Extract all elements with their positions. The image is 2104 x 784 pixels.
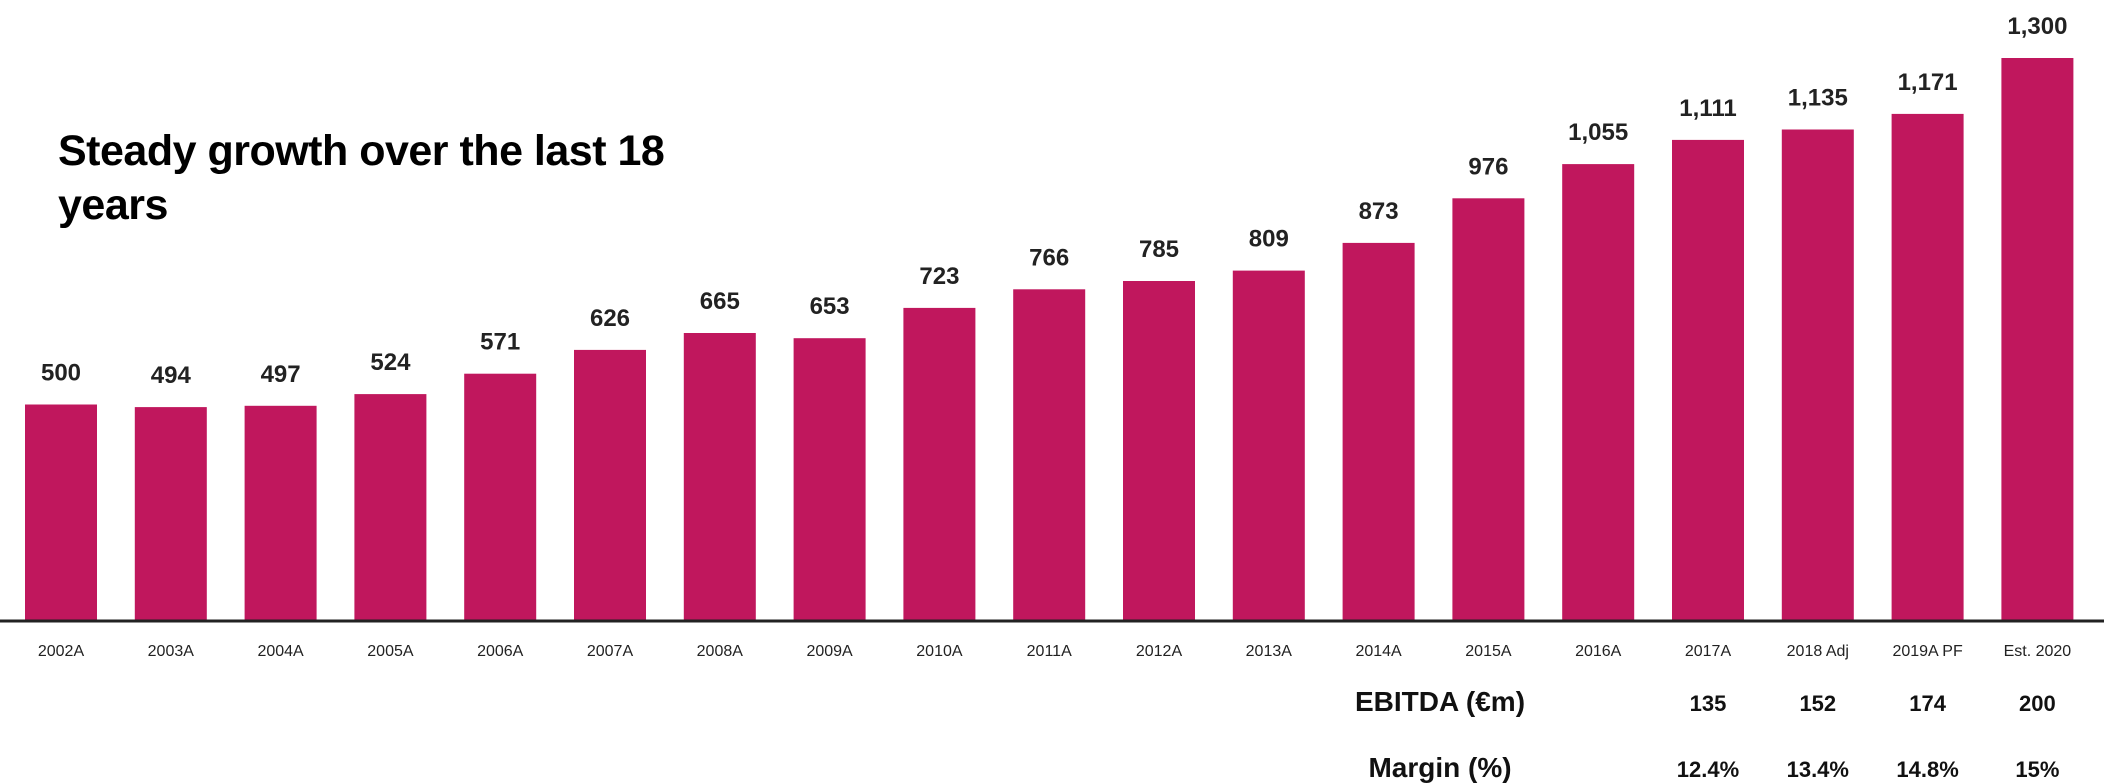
table-cell: 13.4% bbox=[1787, 757, 1849, 782]
metrics-table: EBITDA (€m) 135 152 174 200 Margin (%) 12.4% 13… bbox=[1355, 686, 2059, 783]
value-label: 785 bbox=[1139, 236, 1179, 263]
value-label: 809 bbox=[1249, 226, 1289, 253]
table-cell: 12.4% bbox=[1677, 757, 1739, 782]
category-label: 2002A bbox=[38, 643, 85, 660]
table-cell: 174 bbox=[1909, 691, 1946, 716]
category-label: 2003A bbox=[148, 643, 195, 660]
value-label: 766 bbox=[1029, 244, 1069, 271]
category-label: 2012A bbox=[1136, 643, 1183, 660]
bar-2002a bbox=[25, 404, 97, 621]
table-cell: 15% bbox=[2015, 757, 2059, 782]
value-label: 873 bbox=[1359, 198, 1399, 225]
bar-2012a bbox=[1123, 281, 1195, 621]
bar-2007a bbox=[574, 349, 646, 621]
value-label: 626 bbox=[590, 305, 630, 332]
table-cell: 135 bbox=[1690, 691, 1727, 716]
value-label: 665 bbox=[700, 288, 740, 315]
value-label: 723 bbox=[919, 263, 959, 290]
value-label: 976 bbox=[1468, 153, 1508, 180]
bar-2006a bbox=[464, 373, 537, 621]
category-label: Est. 2020 bbox=[2004, 643, 2072, 660]
bar-2003a bbox=[134, 407, 207, 621]
value-label: 653 bbox=[810, 293, 850, 320]
category-label: 2019A PF bbox=[1892, 643, 1963, 660]
bar-est-2020 bbox=[2001, 58, 2074, 621]
bar-2009a bbox=[793, 338, 866, 621]
value-label: 1,135 bbox=[1788, 85, 1848, 112]
bar-2013a bbox=[1232, 270, 1305, 621]
bar-2014a bbox=[1342, 242, 1415, 621]
bar-2010a bbox=[903, 307, 976, 621]
bar-2004a bbox=[244, 405, 317, 621]
bar-2011a bbox=[1013, 289, 1086, 621]
table-cell: 200 bbox=[2019, 691, 2056, 716]
table-cell: 14.8% bbox=[1896, 757, 1958, 782]
value-label: 1,055 bbox=[1568, 119, 1628, 146]
category-label: 2006A bbox=[477, 643, 524, 660]
category-label: 2004A bbox=[257, 643, 304, 660]
table-row-title: Margin (%) bbox=[1368, 752, 1511, 783]
category-label: 2011A bbox=[1027, 643, 1072, 660]
category-label: 2013A bbox=[1246, 643, 1293, 660]
bar-2017a bbox=[1672, 139, 1744, 621]
value-label: 1,171 bbox=[1898, 69, 1958, 96]
category-label: 2009A bbox=[806, 643, 853, 660]
bar-2019a-pf bbox=[1891, 113, 1964, 622]
category-labels-layer: 2002A 2003A 2004A 2005A 2006A 2007A 2008A 2009A… bbox=[38, 643, 2071, 660]
bar-2018-adj bbox=[1781, 129, 1854, 621]
category-label: 2015A bbox=[1465, 643, 1512, 660]
category-label: 2014A bbox=[1355, 643, 1402, 660]
table-row-title: EBITDA (€m) bbox=[1355, 686, 1525, 717]
bars-layer bbox=[25, 58, 2074, 622]
category-label: 2010A bbox=[916, 643, 963, 660]
category-label: 2016A bbox=[1575, 643, 1622, 660]
value-label: 524 bbox=[370, 349, 411, 376]
bar-2008a bbox=[683, 333, 756, 621]
bar-2016a bbox=[1562, 164, 1635, 621]
value-label: 494 bbox=[151, 362, 192, 389]
value-label: 500 bbox=[41, 360, 81, 387]
value-label: 571 bbox=[480, 329, 520, 356]
category-label: 2018 Adj bbox=[1787, 643, 1849, 660]
value-label: 1,300 bbox=[2007, 13, 2067, 40]
category-label: 2007A bbox=[587, 643, 634, 660]
table-cell: 152 bbox=[1799, 691, 1836, 716]
category-label: 2005A bbox=[367, 643, 414, 660]
category-label: 2008A bbox=[697, 643, 744, 660]
bar-2015a bbox=[1452, 198, 1525, 622]
value-labels-layer: 500 494 497 524 571 626 665 653 723 766 785 809 873 9… bbox=[41, 13, 2067, 389]
category-label: 2017A bbox=[1685, 643, 1732, 660]
value-label: 497 bbox=[261, 361, 301, 388]
bar-2005a bbox=[354, 394, 427, 621]
value-label: 1,111 bbox=[1679, 95, 1736, 122]
chart-title: Steady growth over the last 18 years bbox=[58, 127, 665, 229]
